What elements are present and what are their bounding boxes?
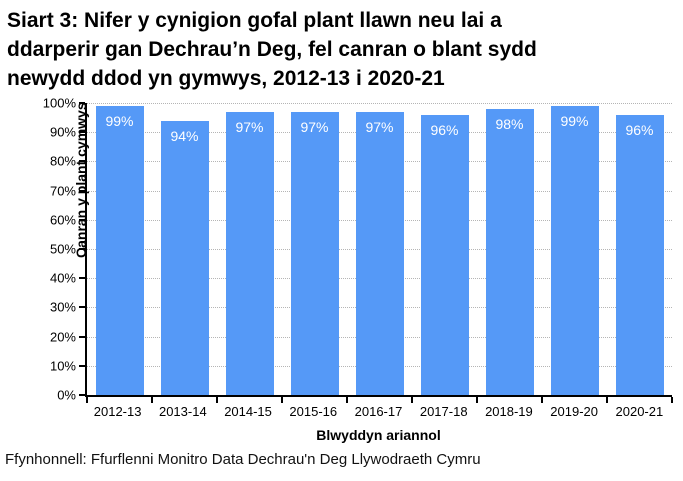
bar-2017-18: 96% bbox=[420, 114, 469, 395]
bar-slot-2016-17: 97% bbox=[347, 103, 412, 395]
y-tick-mark-60 bbox=[79, 218, 85, 221]
bar-data-label-2017-18: 96% bbox=[430, 121, 459, 138]
bar-2014-15: 97% bbox=[225, 111, 274, 395]
y-tick-mark-50 bbox=[79, 248, 85, 250]
y-tick-label-70: 70% bbox=[49, 183, 76, 199]
x-tick-mark-3 bbox=[280, 397, 283, 403]
y-tick-mark-0 bbox=[79, 394, 85, 396]
y-tick-label-0: 0% bbox=[57, 387, 76, 403]
x-axis-title: Blwyddyn ariannol bbox=[316, 427, 441, 443]
y-tick-mark-10 bbox=[79, 364, 85, 367]
x-tick-label-2017-18: 2017-18 bbox=[419, 404, 468, 419]
y-tick-label-10: 10% bbox=[49, 358, 76, 374]
x-axis-tick-labels: 2012-13 2013-14 2014-15 2015-16 2016-17 2017-… bbox=[85, 404, 672, 419]
x-tick-mark-6 bbox=[475, 397, 478, 403]
bar-data-label-2018-19: 98% bbox=[495, 115, 524, 132]
x-tick-label-2014-15: 2014-15 bbox=[224, 404, 272, 419]
x-tick-mark-4 bbox=[345, 397, 348, 403]
y-tick-mark-80 bbox=[79, 160, 85, 163]
chart-title-line-1: Siart 3: Nifer y cynigion gofal plant ll… bbox=[7, 9, 502, 32]
chart-title: Siart 3: Nifer y cynigion gofal plant ll… bbox=[7, 6, 607, 93]
bar-2018-19: 98% bbox=[485, 108, 534, 395]
bar-2016-17: 97% bbox=[355, 111, 404, 395]
bar-slot-2015-16: 97% bbox=[282, 103, 347, 395]
y-tick-label-50: 50% bbox=[49, 241, 76, 257]
bar-series: 99% 94% 97% 97% 97% 96% 98% 99% 96% bbox=[87, 103, 672, 395]
bar-data-label-2016-17: 97% bbox=[365, 118, 394, 135]
bar-data-label-2013-14: 94% bbox=[170, 127, 199, 144]
bar-data-label-2012-13: 99% bbox=[105, 112, 134, 129]
bar-2020-21: 96% bbox=[615, 114, 664, 395]
y-tick-label-30: 30% bbox=[49, 299, 76, 315]
y-tick-mark-40 bbox=[79, 277, 85, 280]
bar-2013-14: 94% bbox=[160, 120, 209, 395]
y-tick-label-20: 20% bbox=[49, 329, 76, 345]
source-note: Ffynhonnell: Ffurflenni Monitro Data Dec… bbox=[5, 451, 481, 468]
x-tick-mark-7 bbox=[541, 397, 543, 403]
x-tick-mark-5 bbox=[411, 397, 413, 403]
chart-title-line-3: newydd ddod yn gymwys, 2012-13 i 2020-21 bbox=[7, 67, 445, 90]
bar-slot-2017-18: 96% bbox=[412, 103, 477, 395]
y-tick-label-60: 60% bbox=[49, 212, 76, 228]
y-tick-label-40: 40% bbox=[49, 270, 76, 286]
chart-title-line-2: ddarperir gan Dechrau’n Deg, fel canran … bbox=[7, 38, 537, 61]
x-tick-label-2015-16: 2015-16 bbox=[289, 404, 338, 419]
bar-data-label-2019-20: 99% bbox=[560, 112, 589, 129]
y-tick-mark-30 bbox=[79, 306, 85, 309]
y-tick-mark-90 bbox=[79, 131, 85, 134]
bar-slot-2014-15: 97% bbox=[217, 103, 282, 395]
bar-data-label-2015-16: 97% bbox=[300, 118, 329, 135]
bar-2012-13: 99% bbox=[95, 105, 144, 395]
y-tick-label-90: 90% bbox=[49, 124, 76, 140]
x-tick-mark-1 bbox=[150, 397, 153, 403]
x-tick-label-2016-17: 2016-17 bbox=[354, 404, 403, 419]
y-tick-label-100: 100% bbox=[42, 95, 76, 111]
x-tick-mark-9 bbox=[671, 397, 673, 403]
bar-2019-20: 99% bbox=[550, 105, 599, 395]
x-tick-label-2018-19: 2018-19 bbox=[485, 404, 533, 419]
y-tick-label-80: 80% bbox=[49, 153, 76, 169]
x-tick-label-2012-13: 2012-13 bbox=[93, 404, 142, 419]
bar-data-label-2020-21: 96% bbox=[625, 121, 654, 138]
x-tick-label-2020-21: 2020-21 bbox=[615, 404, 664, 419]
x-tick-mark-2 bbox=[215, 397, 218, 403]
y-tick-mark-70 bbox=[79, 189, 85, 192]
bar-slot-2018-19: 98% bbox=[477, 103, 542, 395]
x-tick-label-2013-14: 2013-14 bbox=[158, 404, 207, 419]
gridline-100 bbox=[87, 103, 672, 104]
x-tick-label-2019-20: 2019-20 bbox=[550, 404, 598, 419]
bar-slot-2019-20: 99% bbox=[542, 103, 607, 395]
bar-data-label-2014-15: 97% bbox=[235, 118, 264, 135]
bar-slot-2013-14: 94% bbox=[152, 103, 217, 395]
plot-area: 0% 10% 20% 30% 40% 50% 60% 70% 80% 90% 100% 99% 94%… bbox=[43, 96, 673, 403]
bar-slot-2020-21: 96% bbox=[607, 103, 672, 395]
bar-slot-2012-13: 99% bbox=[87, 103, 152, 395]
y-tick-mark-100 bbox=[79, 102, 85, 104]
bar-2015-16: 97% bbox=[290, 111, 339, 395]
x-tick-mark-0 bbox=[86, 397, 88, 403]
x-tick-mark-8 bbox=[605, 397, 608, 403]
y-tick-mark-20 bbox=[79, 335, 85, 338]
